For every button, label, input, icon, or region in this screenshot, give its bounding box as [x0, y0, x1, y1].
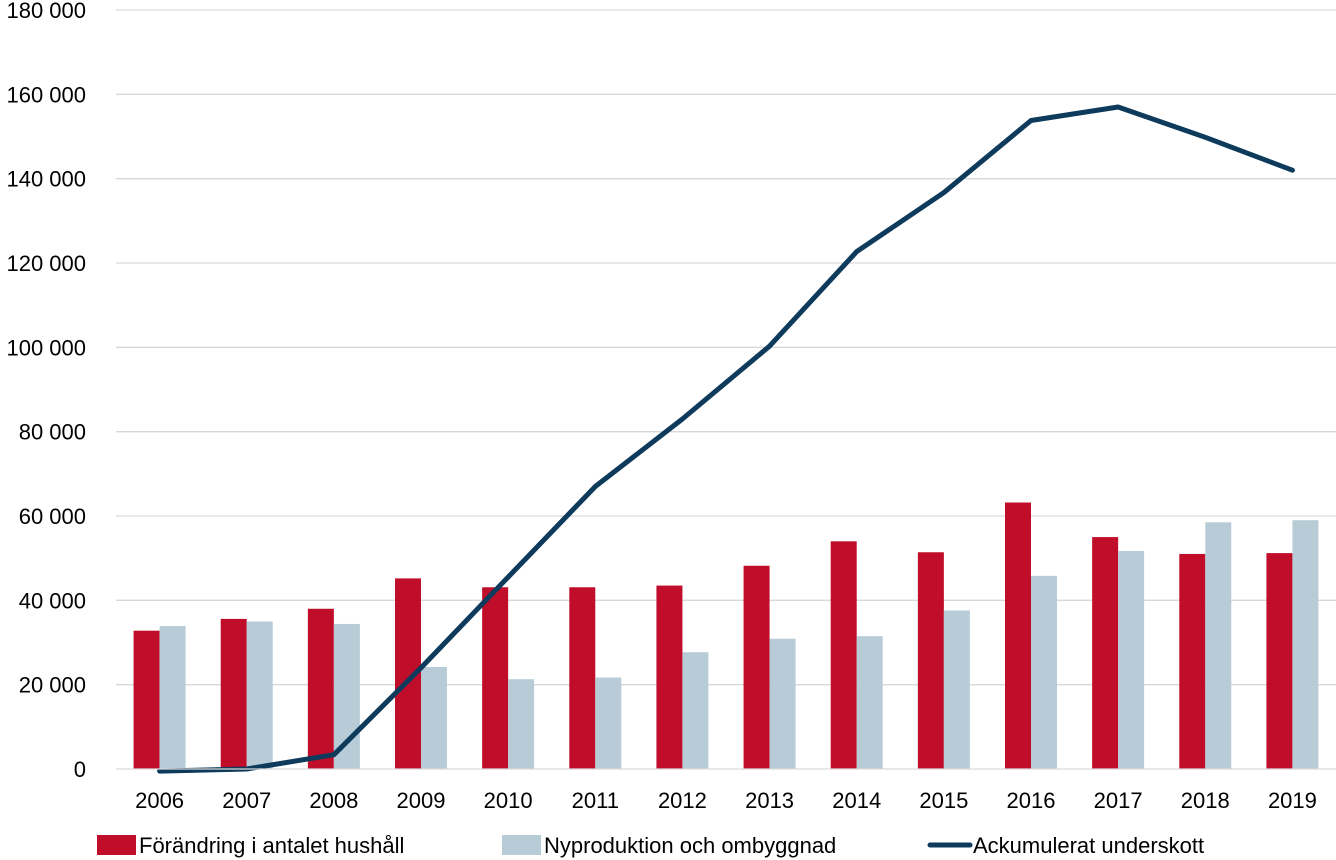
y-tick-label: 100 000 [6, 335, 86, 360]
bar-new-construction [856, 636, 883, 769]
bar-household-change [482, 587, 509, 769]
legend-label: Förändring i antalet hushåll [139, 833, 404, 858]
bar-household-change [656, 585, 683, 769]
bar-household-change [133, 630, 160, 769]
x-tick-label: 2009 [397, 788, 446, 813]
bar-new-construction [1031, 575, 1057, 769]
x-tick-label: 2011 [572, 788, 619, 813]
y-tick-label: 0 [74, 757, 86, 782]
bar-new-construction [595, 677, 622, 769]
y-tick-label: 20 000 [19, 673, 86, 698]
bar-household-change [743, 565, 770, 769]
y-tick-label: 140 000 [6, 167, 86, 192]
bar-household-change [1092, 537, 1119, 769]
legend-label: Ackumulerat underskott [973, 833, 1204, 858]
bar-household-change [307, 608, 334, 769]
bar-household-change [220, 618, 247, 769]
bar-new-construction [333, 623, 360, 769]
legend-label: Nyproduktion och ombyggnad [544, 833, 836, 858]
x-tick-label: 2008 [309, 788, 358, 813]
y-tick-label: 160 000 [6, 82, 86, 107]
x-tick-label: 2010 [484, 788, 533, 813]
axes: 0 20 000 40 000 60 000 80 000 100 000 120 000 1… [6, 0, 1336, 813]
bar-household-change [1005, 502, 1031, 769]
bar-household-change [1266, 553, 1293, 769]
bar-new-construction [1205, 522, 1232, 769]
x-tick-label: 2007 [222, 788, 271, 813]
line-accumulated-deficit [157, 104, 1295, 774]
y-tick-label: 60 000 [19, 504, 86, 529]
line-series [157, 104, 1295, 774]
x-tick-label: 2017 [1094, 788, 1143, 813]
x-tick-label: 2016 [1007, 788, 1056, 813]
bar-household-change [569, 587, 596, 769]
y-tick-label: 120 000 [6, 251, 86, 276]
x-tick-label: 2014 [832, 788, 881, 813]
legend: Förändring i antalet hushåll Nyproduktion… [97, 833, 1204, 858]
legend-accumulated-deficit: Ackumulerat underskott [927, 833, 1204, 858]
bars [133, 502, 1319, 769]
x-tick-label: 2019 [1268, 788, 1317, 813]
x-tick-label: 2012 [658, 788, 707, 813]
bar-new-construction [508, 679, 535, 769]
bar-new-construction [1118, 550, 1145, 769]
bar-household-change [1179, 553, 1206, 769]
legend-household-change: Förändring i antalet hushåll [97, 833, 404, 858]
bar-new-construction [246, 621, 273, 769]
bar-household-change [830, 541, 857, 769]
bar-new-construction [421, 666, 447, 769]
x-tick-label: 2013 [745, 788, 794, 813]
y-tick-label: 180 000 [6, 0, 86, 23]
x-tick-label: 2015 [919, 788, 968, 813]
legend-swatch [97, 835, 136, 855]
gridlines [116, 9, 1336, 686]
bar-new-construction [769, 638, 796, 769]
bar-new-construction [1292, 520, 1319, 769]
y-tick-label: 80 000 [19, 420, 86, 445]
bar-new-construction [159, 626, 186, 769]
x-tick-label: 2006 [135, 788, 184, 813]
legend-swatch [502, 835, 541, 855]
bar-new-construction [682, 652, 709, 769]
bar-household-change [917, 552, 944, 769]
x-tick-label: 2018 [1181, 788, 1230, 813]
y-tick-label: 40 000 [19, 588, 86, 613]
legend-new-construction: Nyproduktion och ombyggnad [502, 833, 836, 858]
bar-new-construction [943, 610, 970, 769]
